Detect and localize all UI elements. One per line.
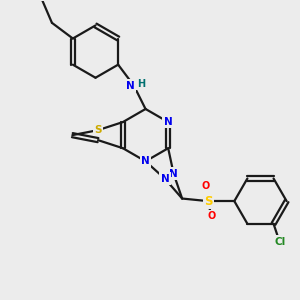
- Text: O: O: [201, 181, 209, 191]
- Text: N: N: [169, 169, 178, 179]
- Text: N: N: [160, 174, 169, 184]
- Text: S: S: [204, 195, 212, 208]
- Text: H: H: [137, 79, 145, 89]
- Text: N: N: [141, 156, 150, 166]
- Text: O: O: [207, 211, 215, 221]
- Text: N: N: [126, 81, 135, 91]
- Text: Cl: Cl: [274, 237, 286, 247]
- Text: N: N: [164, 117, 172, 127]
- Text: S: S: [94, 125, 102, 135]
